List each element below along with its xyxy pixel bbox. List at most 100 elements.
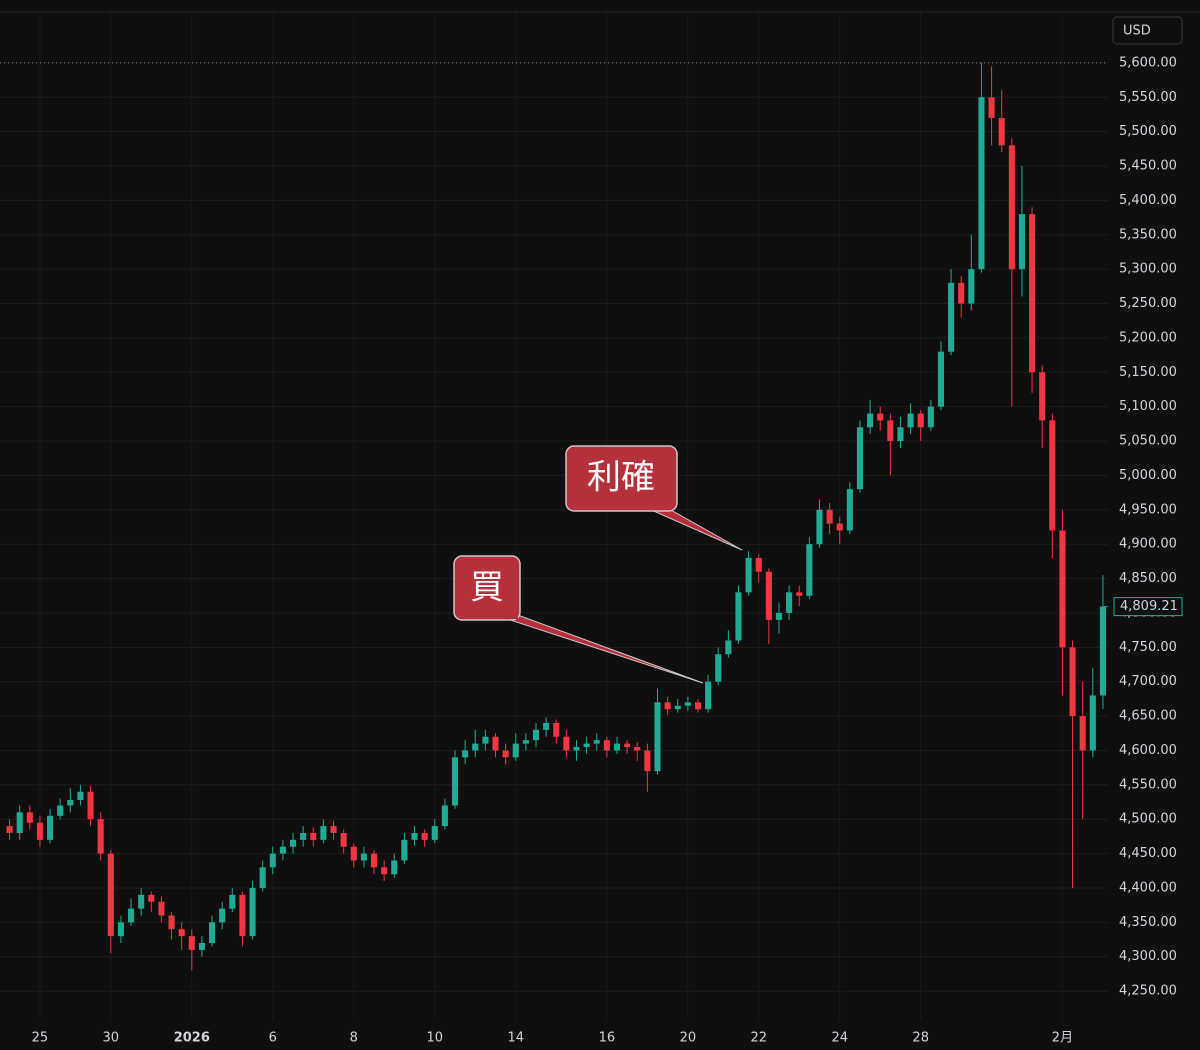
candle-body xyxy=(158,901,165,916)
candle-body xyxy=(1089,695,1096,751)
candle-body xyxy=(806,544,813,596)
candle-body xyxy=(300,832,307,840)
y-tick-label: 4,400.00 xyxy=(1119,880,1177,895)
y-tick-label: 5,350.00 xyxy=(1119,227,1177,242)
y-tick-label: 4,450.00 xyxy=(1119,846,1177,861)
candle-body xyxy=(107,853,114,937)
x-tick-label: 2026 xyxy=(174,1031,210,1046)
candle-body xyxy=(644,750,651,772)
candle-body xyxy=(927,406,934,428)
candle-body xyxy=(320,826,327,840)
candle-body xyxy=(725,640,732,655)
candle-body xyxy=(836,523,843,531)
x-tick-label: 25 xyxy=(32,1031,49,1046)
x-tick-label: 16 xyxy=(599,1031,616,1046)
annotation-text: 買 xyxy=(470,568,504,608)
y-tick-label: 4,250.00 xyxy=(1119,984,1177,999)
currency-label[interactable]: USD xyxy=(1123,24,1151,39)
candle-body xyxy=(472,743,479,751)
candle-body xyxy=(563,736,570,751)
y-tick-label: 4,900.00 xyxy=(1119,537,1177,552)
candle-body xyxy=(431,826,438,840)
candle-body xyxy=(755,557,762,572)
candle-body xyxy=(128,908,135,923)
candle-body xyxy=(117,922,124,937)
candle-body xyxy=(239,894,246,937)
candle-body xyxy=(1079,716,1086,751)
candle-body xyxy=(543,722,550,730)
last-price-box xyxy=(1113,597,1183,617)
y-tick-label: 4,750.00 xyxy=(1119,640,1177,655)
candle-body xyxy=(654,702,661,772)
y-tick-label: 5,550.00 xyxy=(1119,90,1177,105)
x-tick-label: 2月 xyxy=(1052,1031,1073,1046)
y-tick-label: 5,050.00 xyxy=(1119,434,1177,449)
candle-body xyxy=(482,736,489,744)
candle-body xyxy=(57,805,64,816)
callout-box xyxy=(565,445,678,512)
callout-box xyxy=(453,555,521,621)
candle-body xyxy=(917,413,924,428)
candle-body xyxy=(624,743,631,748)
candle-body xyxy=(816,509,823,545)
x-tick-label: 30 xyxy=(103,1031,120,1046)
candle-body xyxy=(998,117,1005,146)
y-tick-label: 4,550.00 xyxy=(1119,777,1177,792)
candle-body xyxy=(289,839,297,847)
callout-joint xyxy=(636,504,666,510)
candle-body xyxy=(745,557,752,593)
candle-body xyxy=(887,420,894,442)
candle-body xyxy=(381,867,388,875)
candle-body xyxy=(613,743,621,751)
candle-body xyxy=(462,750,469,758)
y-tick-label: 5,150.00 xyxy=(1119,365,1177,380)
candle-body xyxy=(867,413,874,428)
candle-body xyxy=(492,736,499,751)
candle-body xyxy=(593,740,600,744)
annotation-take-profit: 利確 xyxy=(565,445,743,551)
candle-body xyxy=(796,592,803,596)
candle-body xyxy=(684,702,691,706)
candle-body xyxy=(775,612,783,620)
candle-body xyxy=(948,282,955,352)
candle-body xyxy=(786,592,793,613)
x-tick-label: 22 xyxy=(750,1031,767,1046)
y-tick-label: 4,700.00 xyxy=(1119,674,1177,689)
x-tick-label: 8 xyxy=(350,1031,358,1046)
y-tick-label: 5,300.00 xyxy=(1119,262,1177,277)
candle-body xyxy=(1049,420,1056,531)
y-tick-label: 5,200.00 xyxy=(1119,330,1177,345)
candle-body xyxy=(826,509,833,524)
candle-body xyxy=(310,832,317,840)
annotation-text: 利確 xyxy=(587,458,655,498)
candle-body xyxy=(47,815,54,840)
candle-body xyxy=(421,832,428,840)
candle-body xyxy=(877,413,884,421)
candle-body xyxy=(1029,214,1036,373)
usd-button-box[interactable] xyxy=(1112,16,1183,45)
candle-body xyxy=(735,592,742,641)
candle-body xyxy=(67,799,74,806)
candle-body xyxy=(219,908,226,923)
y-tick-label: 5,250.00 xyxy=(1119,296,1177,311)
candle-body xyxy=(36,822,43,840)
candle-body xyxy=(279,846,286,854)
axis-labels: 4,250.00 4,300.00 4,350.00 4,400.00 4,450.00… xyxy=(32,55,1183,1046)
candle-body xyxy=(441,805,448,827)
candle-body xyxy=(603,740,610,751)
candle-body xyxy=(350,846,357,861)
candle-body xyxy=(583,743,590,748)
y-tick-label: 5,100.00 xyxy=(1119,399,1177,414)
x-tick-label: 10 xyxy=(426,1031,443,1046)
candle-body xyxy=(451,757,459,806)
y-tick-label: 4,850.00 xyxy=(1119,571,1177,586)
y-tick-label: 5,400.00 xyxy=(1119,193,1177,208)
usd-button[interactable]: USD xyxy=(1112,16,1183,45)
candle-body xyxy=(573,747,580,751)
candle-body xyxy=(765,571,772,620)
candle-body xyxy=(411,832,418,840)
x-tick-label: 24 xyxy=(831,1031,848,1046)
y-tick-label: 5,000.00 xyxy=(1119,468,1177,483)
candle-body xyxy=(705,681,712,710)
